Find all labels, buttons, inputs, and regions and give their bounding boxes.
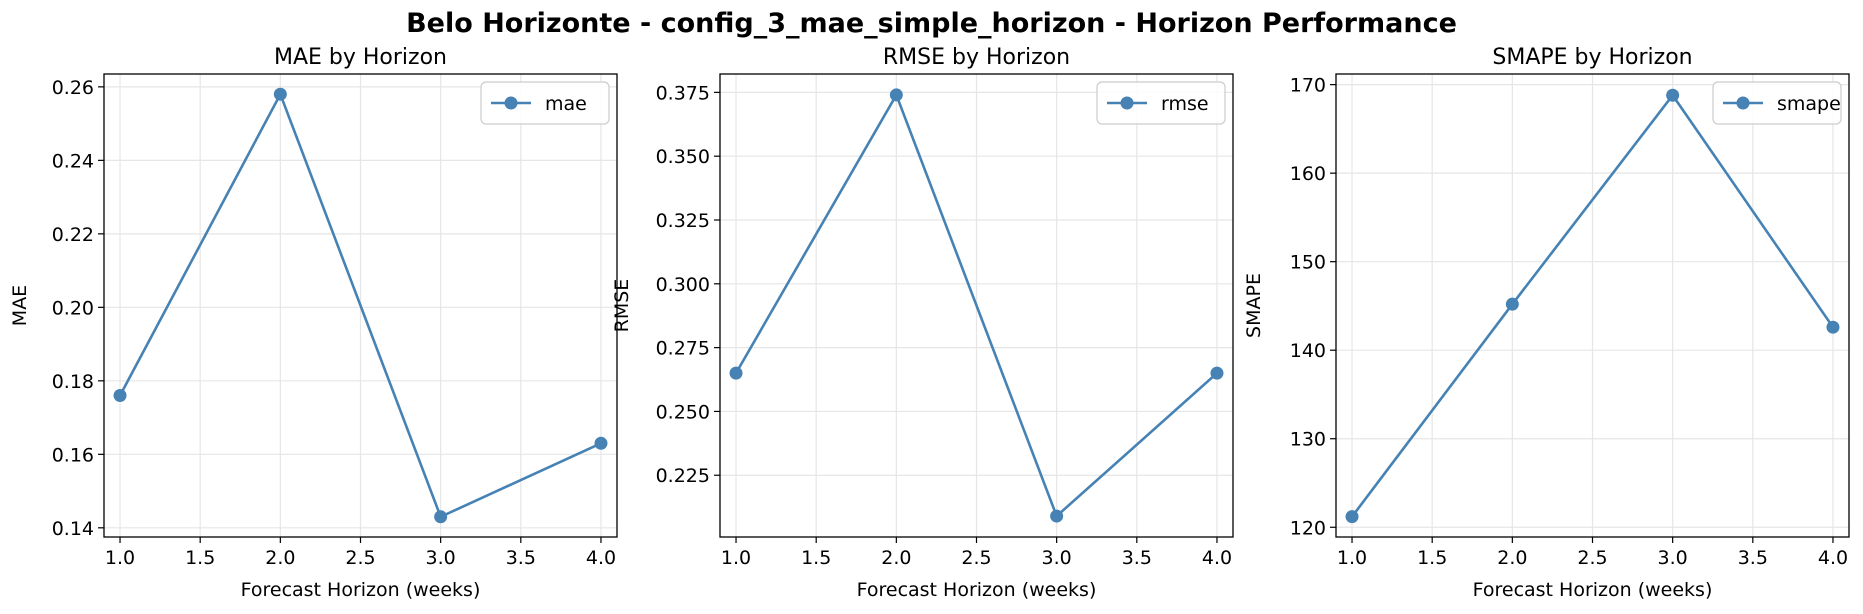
y-axis-label: MAE bbox=[9, 285, 31, 326]
legend: smape bbox=[1712, 81, 1842, 125]
data-point bbox=[889, 88, 903, 102]
legend: rmse bbox=[1096, 81, 1226, 125]
axes-frame bbox=[103, 73, 618, 538]
x-tick-label: 2.5 bbox=[961, 547, 991, 569]
y-tick-label: 0.350 bbox=[656, 146, 710, 168]
x-tick-label: 3.5 bbox=[1738, 547, 1768, 569]
x-tick-label: 1.5 bbox=[801, 547, 831, 569]
legend-box bbox=[1096, 81, 1226, 125]
x-axis-label: Forecast Horizon (weeks) bbox=[241, 579, 481, 601]
data-point bbox=[113, 389, 127, 403]
x-tick-label: 1.0 bbox=[1337, 547, 1367, 569]
panel-1: 1.0 1.5 2.0 2.5 3.0 3.5 4.0 0.14 0.16 0.18 0.20 0.2… bbox=[9, 45, 618, 601]
axes-frame bbox=[719, 73, 1234, 538]
y-tick-label: 0.14 bbox=[52, 518, 94, 540]
y-tick-label: 0.20 bbox=[52, 297, 94, 319]
y-tick-label: 0.275 bbox=[656, 338, 710, 360]
y-tick-label: 0.325 bbox=[656, 210, 710, 232]
legend-label: rmse bbox=[1161, 93, 1209, 115]
x-tick-label: 1.5 bbox=[185, 547, 215, 569]
y-tick-label: 170 bbox=[1290, 75, 1326, 97]
x-tick-label: 3.5 bbox=[506, 547, 536, 569]
x-tick-label: 3.5 bbox=[1122, 547, 1152, 569]
legend-marker bbox=[1736, 96, 1750, 110]
data-point bbox=[434, 510, 448, 524]
y-tick-label: 0.375 bbox=[656, 82, 710, 104]
data-point bbox=[1505, 297, 1519, 311]
series-line-mae bbox=[118, 91, 602, 519]
panel-title: SMAPE by Horizon bbox=[1492, 45, 1692, 70]
data-point bbox=[1210, 366, 1224, 380]
legend: mae bbox=[480, 81, 610, 125]
x-tick-label: 2.5 bbox=[1577, 547, 1607, 569]
x-tick-label: 4.0 bbox=[1202, 547, 1232, 569]
x-axis-label: Forecast Horizon (weeks) bbox=[857, 579, 1097, 601]
figure-title: Belo Horizonte - config_3_mae_simple_hor… bbox=[406, 8, 1457, 39]
data-point bbox=[273, 87, 287, 101]
series-line-rmse bbox=[734, 91, 1218, 519]
x-tick-label: 3.0 bbox=[426, 547, 456, 569]
y-tick-label: 140 bbox=[1290, 340, 1326, 362]
data-point bbox=[1050, 509, 1064, 523]
x-tick-label: 2.5 bbox=[345, 547, 375, 569]
y-tick-label: 0.300 bbox=[656, 274, 710, 296]
y-tick-label: 0.18 bbox=[52, 371, 94, 393]
x-axis-label: Forecast Horizon (weeks) bbox=[1473, 579, 1713, 601]
legend-marker bbox=[1120, 96, 1134, 110]
x-tick-label: 4.0 bbox=[586, 547, 616, 569]
x-tick-label: 2.0 bbox=[265, 547, 295, 569]
x-tick-label: 3.0 bbox=[1658, 547, 1688, 569]
x-tick-label: 1.0 bbox=[721, 547, 751, 569]
data-point bbox=[1826, 320, 1840, 334]
x-tick-label: 1.5 bbox=[1417, 547, 1447, 569]
y-axis-label: RMSE bbox=[611, 279, 633, 333]
legend-box bbox=[1712, 81, 1842, 125]
y-tick-label: 0.22 bbox=[52, 224, 94, 246]
y-tick-label: 0.26 bbox=[52, 77, 94, 99]
panel-2: 1.0 1.5 2.0 2.5 3.0 3.5 4.0 0.225 0.250 0.275 0.30… bbox=[611, 45, 1234, 601]
axes-frame bbox=[1335, 73, 1850, 538]
data-point bbox=[1345, 510, 1359, 524]
data-point bbox=[594, 436, 608, 450]
y-tick-label: 0.16 bbox=[52, 444, 94, 466]
x-tick-label: 1.0 bbox=[105, 547, 135, 569]
y-tick-label: 160 bbox=[1290, 163, 1326, 185]
legend-label: mae bbox=[545, 93, 587, 115]
y-tick-label: 0.250 bbox=[656, 401, 710, 423]
panel-title: RMSE by Horizon bbox=[883, 45, 1070, 70]
panel-3: 1.0 1.5 2.0 2.5 3.0 3.5 4.0 120 130 140 150 160 170 S… bbox=[1243, 45, 1850, 601]
x-tick-label: 3.0 bbox=[1042, 547, 1072, 569]
x-tick-label: 2.0 bbox=[881, 547, 911, 569]
y-tick-label: 0.225 bbox=[656, 465, 710, 487]
x-tick-label: 2.0 bbox=[1497, 547, 1527, 569]
y-tick-label: 150 bbox=[1290, 252, 1326, 274]
data-point bbox=[1666, 88, 1680, 102]
y-axis-label: SMAPE bbox=[1243, 273, 1265, 338]
y-tick-label: 120 bbox=[1290, 517, 1326, 539]
x-tick-label: 4.0 bbox=[1818, 547, 1848, 569]
y-tick-label: 0.24 bbox=[52, 150, 94, 172]
legend-label: smape bbox=[1777, 93, 1841, 115]
panel-title: MAE by Horizon bbox=[274, 45, 447, 70]
legend-box bbox=[480, 81, 610, 125]
legend-marker bbox=[504, 96, 518, 110]
data-point bbox=[729, 366, 743, 380]
series-line-smape bbox=[1350, 93, 1835, 518]
y-tick-label: 130 bbox=[1290, 429, 1326, 451]
